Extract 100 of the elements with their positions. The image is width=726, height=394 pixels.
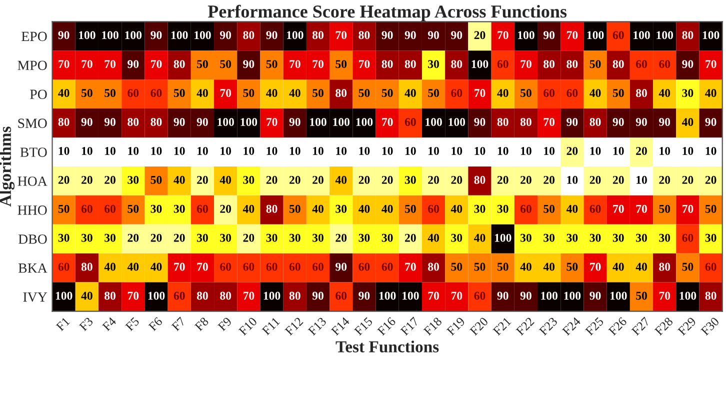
data-label: 20 <box>428 176 439 184</box>
data-label: 40 <box>612 262 624 271</box>
data-label: 10 <box>220 146 232 155</box>
data-label: 10 <box>290 146 300 155</box>
data-label: 100 <box>310 118 326 126</box>
data-label: 10 <box>128 146 139 155</box>
data-label: 60 <box>104 204 116 213</box>
data-label: 20 <box>636 146 647 155</box>
data-label: 60 <box>58 262 70 271</box>
data-label: 20 <box>243 234 254 242</box>
data-label: 40 <box>104 262 116 271</box>
data-label: 10 <box>313 146 324 155</box>
x-tick-label: F25 <box>584 316 604 336</box>
x-tick-label: F9 <box>217 316 232 332</box>
data-label: 90 <box>312 292 324 300</box>
data-label: 50 <box>590 60 601 68</box>
data-label: 60 <box>590 204 601 213</box>
data-label: 70 <box>428 292 439 300</box>
data-label: 90 <box>266 31 278 40</box>
data-label: 60 <box>174 292 185 300</box>
data-label: 100 <box>402 292 419 300</box>
data-label: 20 <box>174 234 185 242</box>
data-label: 80 <box>590 118 601 126</box>
data-label: 30 <box>705 234 716 242</box>
data-label: 10 <box>544 146 555 155</box>
data-label: 60 <box>128 89 139 98</box>
data-label: 60 <box>312 262 324 271</box>
data-label: 40 <box>312 204 324 213</box>
data-label: 10 <box>706 146 716 155</box>
data-label: 30 <box>636 234 647 242</box>
data-label: 90 <box>497 292 508 300</box>
data-label: 90 <box>243 60 254 68</box>
data-label: 70 <box>682 204 694 213</box>
data-label: 40 <box>289 89 300 98</box>
data-label: 10 <box>452 146 462 155</box>
data-label: 50 <box>58 204 70 213</box>
data-label: 20 <box>566 146 578 155</box>
data-label: 70 <box>520 60 532 68</box>
data-label: 30 <box>566 234 578 242</box>
data-label: 40 <box>705 89 716 98</box>
x-tick-label: F22 <box>516 316 534 336</box>
data-label: 90 <box>705 118 716 126</box>
data-label: 30 <box>220 234 232 242</box>
data-label: 50 <box>104 89 116 98</box>
data-label: 10 <box>58 146 70 155</box>
data-label: 20 <box>58 176 70 184</box>
data-label: 70 <box>82 60 92 68</box>
x-tick-label: F30 <box>700 316 720 336</box>
data-label: 50 <box>150 176 162 184</box>
data-label: 80 <box>705 292 716 300</box>
data-label: 80 <box>336 89 347 98</box>
data-label: 20 <box>312 176 324 184</box>
data-label: 70 <box>151 60 162 68</box>
data-label: 20 <box>82 176 92 184</box>
x-tick-label: F27 <box>631 316 650 336</box>
data-label: 60 <box>705 262 716 271</box>
x-tick-label: F8 <box>194 316 210 332</box>
x-tick-label: F20 <box>469 316 488 336</box>
x-tick-label: F21 <box>492 316 512 336</box>
data-label: 60 <box>566 89 578 98</box>
data-label: 50 <box>220 60 232 68</box>
data-label: 50 <box>336 60 347 68</box>
data-label: 50 <box>451 262 462 271</box>
data-label: 40 <box>543 262 555 271</box>
x-tick-label: F26 <box>608 316 628 336</box>
x-tick-label: F13 <box>308 316 327 336</box>
data-label: 10 <box>636 176 647 184</box>
data-label: 100 <box>448 118 466 126</box>
data-label: 60 <box>612 31 624 40</box>
y-tick-label: DBO <box>18 234 47 244</box>
data-label: 70 <box>706 60 716 68</box>
data-label: 50 <box>174 89 185 98</box>
data-label: 90 <box>289 118 300 126</box>
data-label: 20 <box>612 176 624 184</box>
data-label: 90 <box>220 31 232 40</box>
data-label: 20 <box>544 176 555 184</box>
data-label: 60 <box>520 204 532 213</box>
data-label: 100 <box>286 31 304 40</box>
data-label: 90 <box>196 118 208 126</box>
data-label: 60 <box>404 118 416 126</box>
data-label: 100 <box>634 31 650 40</box>
data-label: 20 <box>682 176 694 184</box>
data-label: 100 <box>379 292 396 300</box>
data-label: 90 <box>128 60 139 68</box>
data-label: 70 <box>451 292 462 300</box>
y-tick-label: SMO <box>18 118 47 128</box>
data-label: 60 <box>358 262 370 271</box>
chart-title: Performance Score Heatmap Across Functions <box>208 4 567 22</box>
data-label: 20 <box>405 234 416 242</box>
data-label: 90 <box>58 31 70 40</box>
x-tick-label: F6 <box>148 316 163 332</box>
data-label: 20 <box>590 176 601 184</box>
data-label: 100 <box>218 118 234 126</box>
data-label: 10 <box>266 146 278 155</box>
data-label: 80 <box>358 31 370 40</box>
data-label: 10 <box>405 146 416 155</box>
data-label: 70 <box>266 118 278 126</box>
x-tick-label: F14 <box>330 316 350 336</box>
data-label: 80 <box>428 262 439 271</box>
data-label: 40 <box>242 204 254 213</box>
